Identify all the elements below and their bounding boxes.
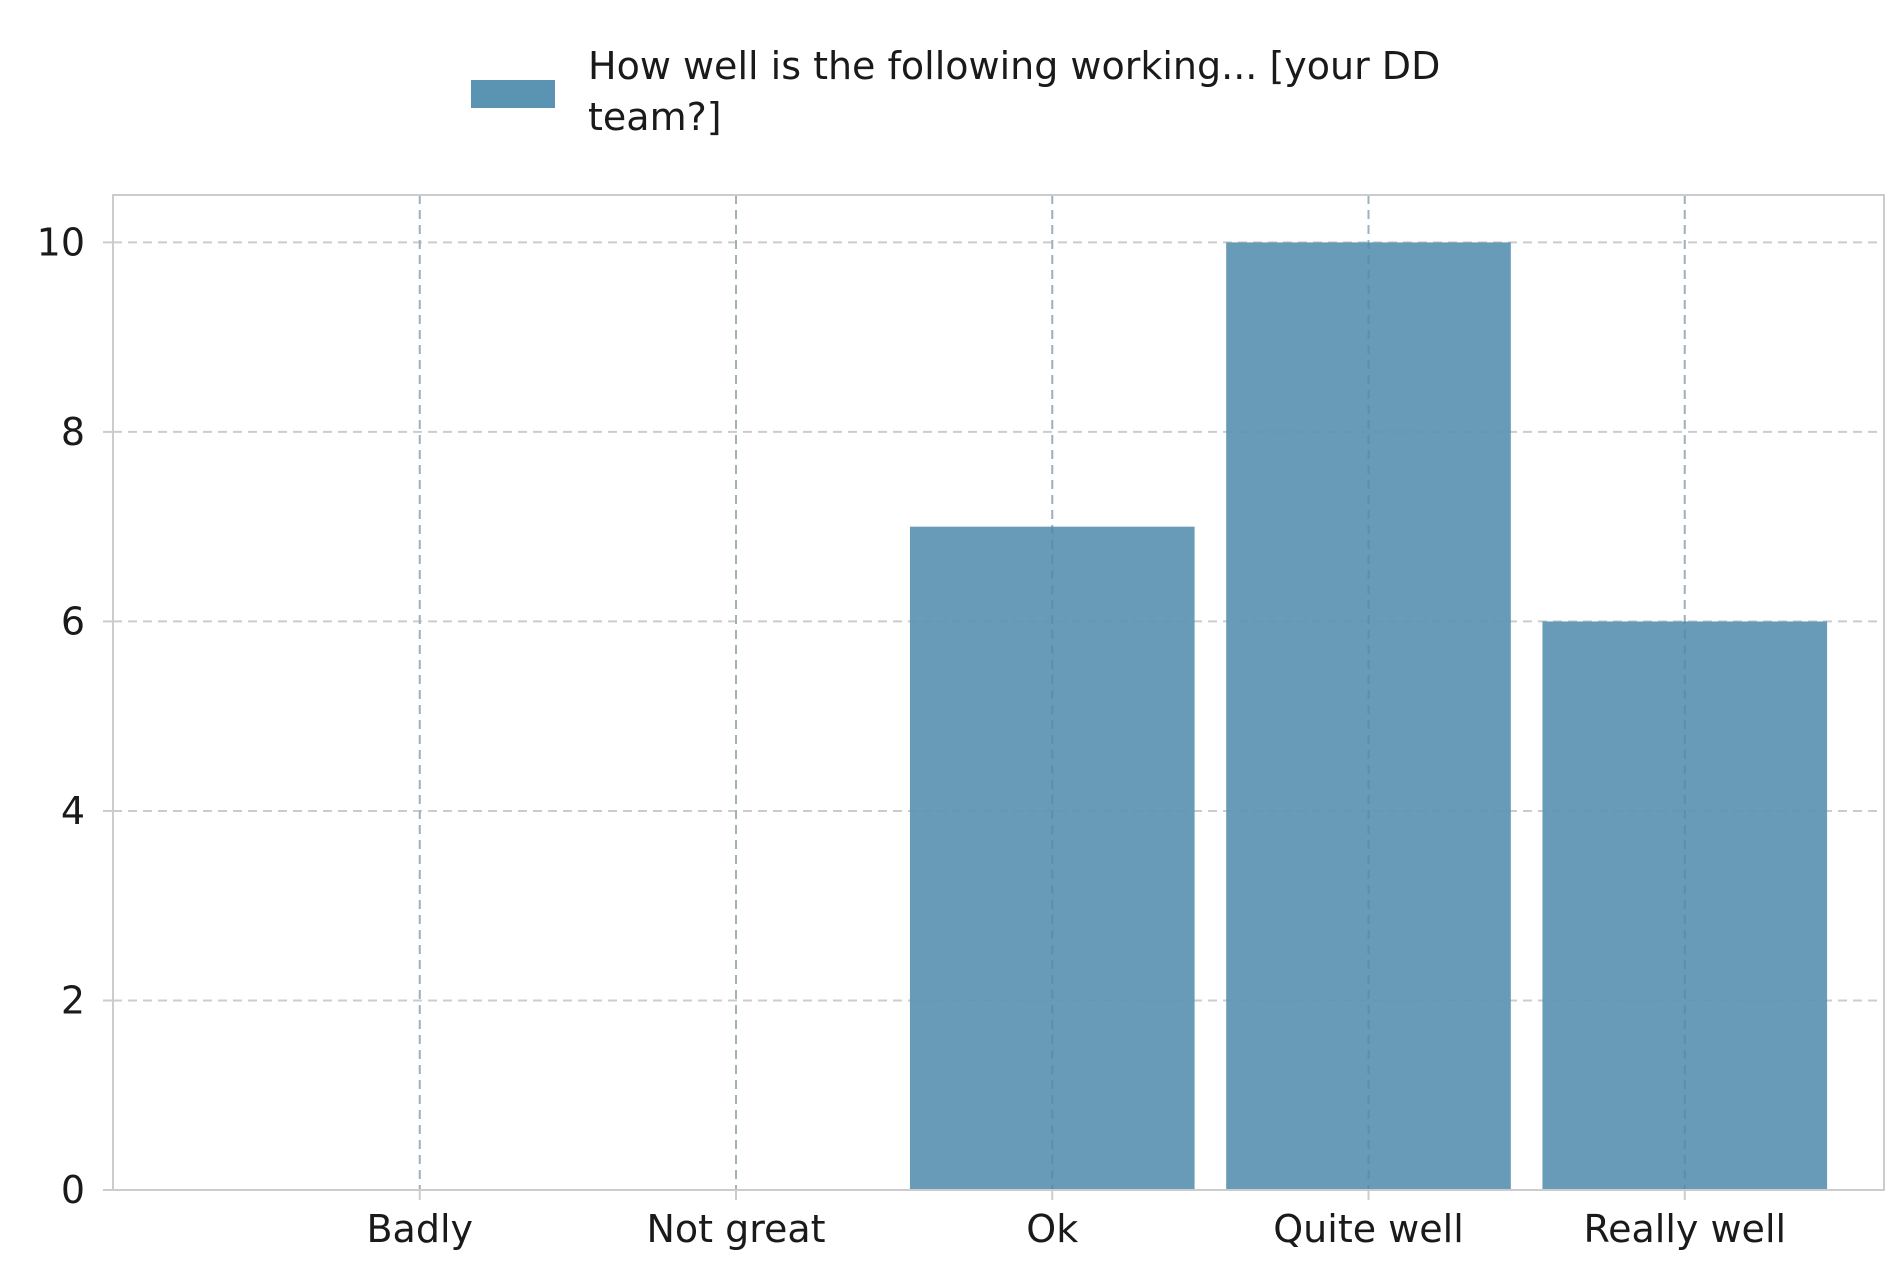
legend-label-line-1: How well is the following working... [yo… (588, 44, 1440, 88)
legend: How well is the following working... [yo… (471, 44, 1440, 139)
bar (1226, 242, 1511, 1190)
bar-layer (418, 195, 1828, 1190)
legend-swatch (471, 80, 555, 108)
plot-frame (112, 194, 1885, 1191)
x-tick-label: Badly (366, 1207, 473, 1251)
x-axis-ticks: Badly Not great Ok Quite well Really well (366, 1190, 1786, 1251)
x-tick-label: Quite well (1273, 1207, 1463, 1251)
plot-area: 0 2 4 6 8 10 Badly Not great Ok Quite well Really… (37, 194, 1885, 1251)
y-tick-label: 0 (61, 1168, 85, 1212)
x-tick-label: Not great (646, 1207, 825, 1251)
bar (1542, 621, 1828, 1190)
legend-label-line-2: team?] (588, 95, 722, 139)
y-axis-ticks: 0 2 4 6 8 10 (37, 220, 113, 1212)
bar (909, 526, 1195, 1190)
y-tick-label: 6 (61, 599, 85, 643)
x-tick-label: Ok (1026, 1207, 1078, 1251)
y-tick-label: 10 (37, 220, 85, 264)
y-tick-label: 8 (61, 410, 85, 454)
y-tick-label: 4 (61, 789, 85, 833)
x-tick-label: Really well (1583, 1207, 1786, 1251)
y-tick-label: 2 (61, 978, 85, 1022)
